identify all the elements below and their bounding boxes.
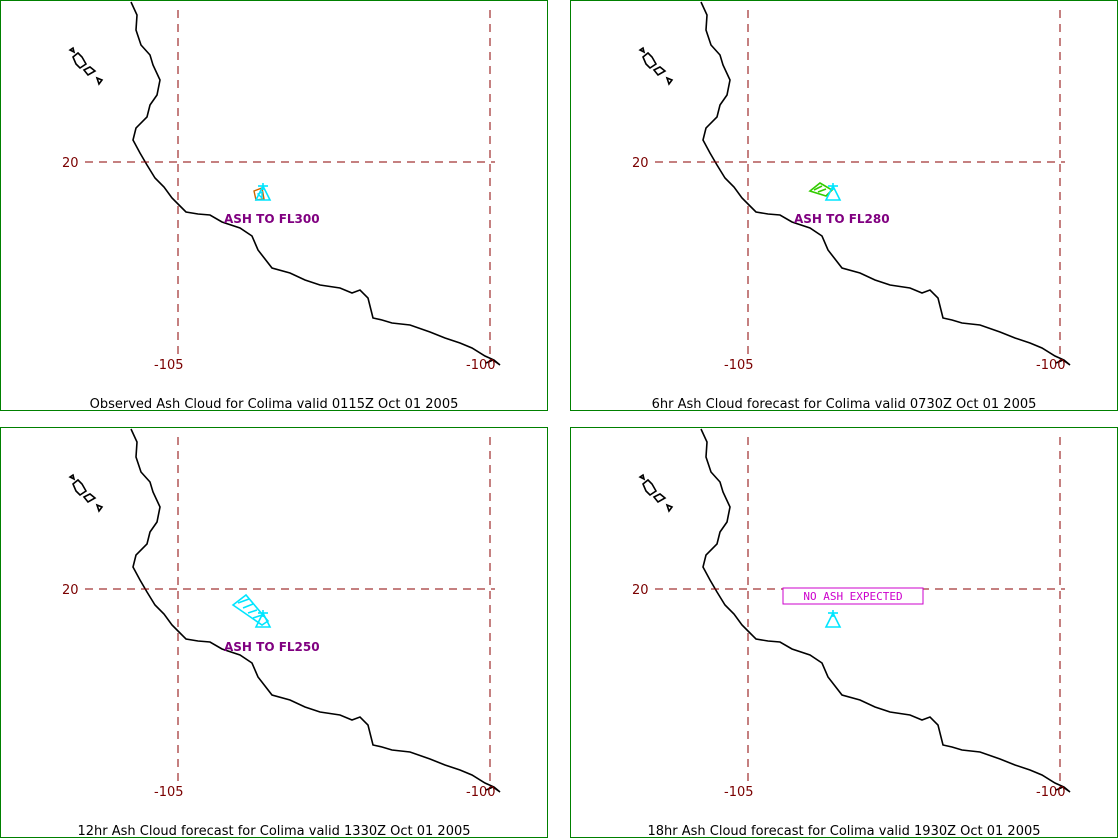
graticule [85, 437, 495, 785]
lon-label-100: -100 [466, 785, 496, 800]
map-svg: 20 -105 -100 ASH TO FL300 Observed Ash C… [0, 0, 548, 411]
lon-label-105: -105 [154, 358, 184, 373]
no-ash-box [782, 587, 924, 605]
map-panel-6hr: 20 -105 -100 ASH TO FL280 6hr Ash Cloud … [570, 0, 1118, 411]
ash-label: NO ASH EXPECTED [803, 590, 902, 603]
lat-label: 20 [62, 156, 79, 171]
panel-border [570, 427, 1118, 838]
ash-cloud-polygon [808, 182, 834, 197]
ash-label: ASH TO FL250 [224, 640, 320, 654]
coastline [638, 1, 1071, 366]
panel-caption: 18hr Ash Cloud forecast for Colima valid… [647, 824, 1040, 838]
map-panel-12hr: 20 -105 -100 ASH TO FL250 12hr Ash Cloud… [0, 427, 548, 838]
lon-label-100: -100 [1036, 785, 1066, 800]
map-svg: 20 -105 -100 ASH TO FL250 12hr Ash Cloud… [0, 427, 548, 838]
graticule [655, 437, 1065, 785]
panel-caption: 6hr Ash Cloud forecast for Colima valid … [652, 397, 1037, 411]
lon-label-105: -105 [724, 358, 754, 373]
graticule [85, 10, 495, 358]
ash-label: ASH TO FL300 [224, 212, 320, 226]
volcano-triangle-icon [254, 183, 272, 201]
ash-cloud-polygon [231, 593, 270, 626]
map-panel-observed: 20 -105 -100 ASH TO FL300 Observed Ash C… [0, 0, 548, 411]
lon-label-105: -105 [154, 785, 184, 800]
lon-label-100: -100 [466, 358, 496, 373]
lon-label-105: -105 [724, 785, 754, 800]
coastline [68, 1, 501, 366]
lon-label-100: -100 [1036, 358, 1066, 373]
panel-border [0, 427, 548, 838]
panel-border [0, 0, 548, 411]
map-svg: 20 -105 -100 NO ASH EXPECTED 18hr Ash Cl… [570, 427, 1118, 838]
map-svg: 20 -105 -100 ASH TO FL280 6hr Ash Cloud … [570, 0, 1118, 411]
volcano-triangle-icon [254, 610, 272, 628]
volcano-triangle-icon [824, 183, 842, 201]
lat-label: 20 [62, 583, 79, 598]
graticule [655, 10, 1065, 358]
ash-label: ASH TO FL280 [794, 212, 890, 226]
coastline [638, 428, 1071, 793]
panel-caption: 12hr Ash Cloud forecast for Colima valid… [77, 824, 470, 838]
volcano-triangle-icon [824, 610, 842, 628]
panel-border [570, 0, 1118, 411]
map-panel-18hr: 20 -105 -100 NO ASH EXPECTED 18hr Ash Cl… [570, 427, 1118, 838]
lat-label: 20 [632, 583, 649, 598]
coastline [68, 428, 501, 793]
panel-caption: Observed Ash Cloud for Colima valid 0115… [90, 397, 459, 411]
lat-label: 20 [632, 156, 649, 171]
